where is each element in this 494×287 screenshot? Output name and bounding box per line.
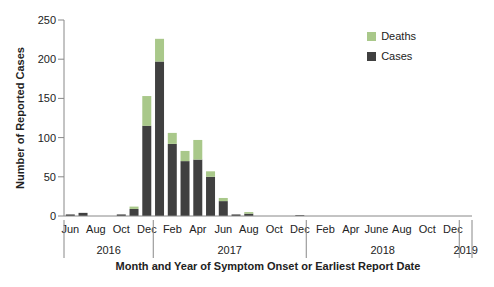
svg-text:Month and Year of Symptom Onse: Month and Year of Symptom Onset or Earli… bbox=[116, 260, 421, 272]
svg-text:Number of Reported Cases: Number of Reported Cases bbox=[14, 47, 26, 189]
svg-text:Aug: Aug bbox=[392, 223, 412, 235]
html-text:Cases: Cases bbox=[381, 50, 413, 62]
svg-text:Jun: Jun bbox=[61, 223, 80, 235]
svg-text:100: 100 bbox=[38, 132, 56, 144]
svg-text:June: June bbox=[364, 223, 388, 235]
svg-text:150: 150 bbox=[38, 92, 56, 104]
svg-text:200: 200 bbox=[38, 53, 56, 65]
svg-text:Aug: Aug bbox=[239, 223, 259, 235]
svg-text:2017: 2017 bbox=[218, 244, 242, 256]
svg-text:Aug: Aug bbox=[86, 223, 106, 235]
svg-text:250: 250 bbox=[38, 14, 56, 26]
svg-text:Dec: Dec bbox=[290, 223, 310, 235]
svg-text:Oct: Oct bbox=[266, 223, 283, 235]
svg-text:Feb: Feb bbox=[163, 223, 182, 235]
svg-text:Oct: Oct bbox=[419, 223, 436, 235]
svg-text:Dec: Dec bbox=[137, 223, 157, 235]
svg-text:0: 0 bbox=[50, 210, 56, 222]
svg-text:2018: 2018 bbox=[371, 244, 395, 256]
svg-text:50: 50 bbox=[44, 171, 56, 183]
svg-text:2016: 2016 bbox=[96, 244, 120, 256]
html-text:Deaths: Deaths bbox=[381, 30, 416, 42]
svg-text:2019: 2019 bbox=[453, 244, 477, 256]
svg-text:Oct: Oct bbox=[113, 223, 130, 235]
svg-text:Dec: Dec bbox=[443, 223, 463, 235]
svg-text:Apr: Apr bbox=[189, 223, 206, 235]
svg-text:Jun: Jun bbox=[215, 223, 233, 235]
svg-text:Apr: Apr bbox=[342, 223, 359, 235]
svg-text:Feb: Feb bbox=[316, 223, 335, 235]
